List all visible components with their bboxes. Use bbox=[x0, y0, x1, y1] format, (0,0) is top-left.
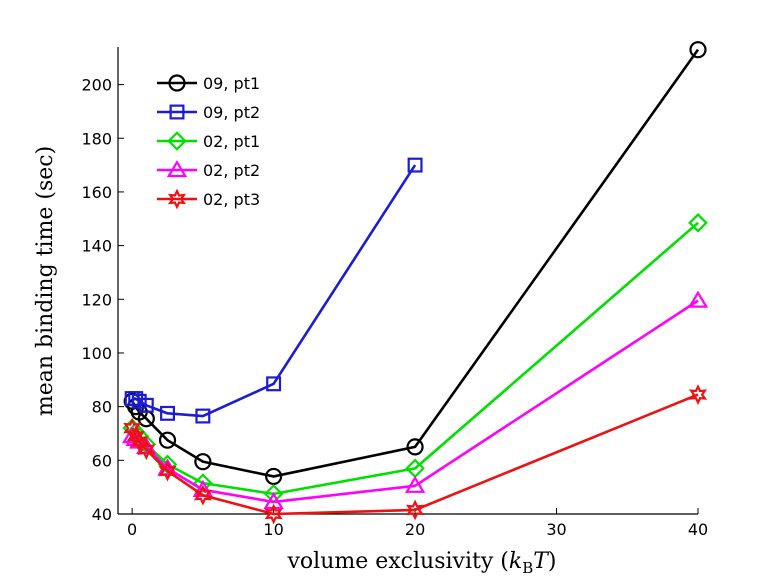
y-tick-label-5: 140 bbox=[81, 237, 112, 256]
data-point-4-2 bbox=[130, 431, 149, 452]
y-tick-label-8: 200 bbox=[81, 76, 112, 95]
series-line-1 bbox=[132, 164, 417, 418]
data-point-4-7 bbox=[406, 499, 425, 521]
y-tick-label-1: 60 bbox=[92, 451, 112, 470]
data-point-4-5 bbox=[193, 484, 212, 506]
series-2 bbox=[122, 212, 708, 504]
x-ticks: 0 10 20 30 40 bbox=[127, 508, 708, 539]
series-line-2 bbox=[131, 221, 699, 496]
legend-item-1: 09, pt2 bbox=[157, 103, 260, 122]
data-point-4-1 bbox=[126, 425, 145, 447]
legend-item-0: 09, pt1 bbox=[157, 74, 260, 93]
data-point-1-7 bbox=[407, 157, 423, 173]
x-tick-label-1: 10 bbox=[263, 520, 283, 539]
data-point-1-6 bbox=[266, 376, 282, 392]
data-point-0-5 bbox=[194, 453, 212, 471]
legend-marker-1 bbox=[169, 104, 185, 120]
y-tick-label-0: 40 bbox=[92, 505, 112, 524]
data-point-0-8 bbox=[689, 41, 707, 59]
legend-marker-4 bbox=[167, 188, 187, 210]
data-point-4-4 bbox=[158, 460, 177, 482]
y-tick-label-7: 180 bbox=[81, 129, 112, 148]
data-point-1-5 bbox=[195, 408, 211, 424]
legend-label-4: 02, pt3 bbox=[203, 190, 260, 209]
y-tick-label-6: 160 bbox=[81, 183, 112, 202]
data-point-2-8 bbox=[688, 212, 708, 233]
axes: 0 10 20 30 40 40 60 80 100 120 140 160 180 200 bbox=[81, 47, 708, 539]
legend-item-3: 02, pt2 bbox=[157, 159, 260, 180]
x-tick-label-3: 30 bbox=[546, 520, 566, 539]
y-ticks: 40 60 80 100 120 140 160 180 200 bbox=[81, 76, 124, 524]
x-axis-label: volume exclusivity (kBT) bbox=[286, 549, 556, 577]
y-tick-label-3: 100 bbox=[81, 344, 112, 363]
legend-item-4: 02, pt3 bbox=[157, 188, 260, 210]
data-point-2-5 bbox=[193, 473, 213, 493]
data-point-3-7 bbox=[404, 475, 426, 493]
data-point-0-4 bbox=[158, 431, 177, 449]
y-tick-label-2: 80 bbox=[92, 398, 112, 417]
legend-item-2: 02, pt1 bbox=[157, 131, 260, 151]
data-point-4-6 bbox=[264, 503, 283, 525]
y-tick-label-4: 120 bbox=[81, 290, 112, 309]
x-tick-label-0: 0 bbox=[127, 520, 137, 539]
data-point-0-6 bbox=[265, 467, 283, 486]
plot-area bbox=[121, 41, 709, 525]
legend-label-0: 09, pt1 bbox=[203, 74, 260, 93]
data-point-3-8 bbox=[687, 290, 709, 308]
legend-marker-3 bbox=[166, 159, 188, 178]
y-axis-label: mean binding time (sec) bbox=[33, 146, 58, 416]
x-axis-label-text: volume exclusivity bbox=[286, 549, 493, 574]
legend-label-1: 09, pt2 bbox=[203, 103, 260, 122]
legend-label-3: 02, pt2 bbox=[203, 161, 260, 180]
data-point-1-3 bbox=[138, 397, 154, 413]
x-tick-label-2: 20 bbox=[405, 520, 425, 539]
series-4 bbox=[123, 384, 708, 525]
data-point-0-7 bbox=[406, 438, 424, 456]
series-1 bbox=[124, 157, 423, 424]
series-line-3 bbox=[131, 299, 699, 504]
data-point-4-3 bbox=[137, 439, 156, 461]
legend: 09, pt1 09, pt2 02, pt1 02, pt2 02, pt3 bbox=[157, 74, 260, 210]
x-tick-label-4: 40 bbox=[688, 520, 708, 539]
legend-label-2: 02, pt1 bbox=[203, 132, 260, 151]
legend-marker-0 bbox=[168, 74, 186, 92]
data-point-1-4 bbox=[160, 405, 175, 421]
legend-marker-2 bbox=[167, 131, 187, 151]
data-point-4-8 bbox=[688, 384, 708, 405]
